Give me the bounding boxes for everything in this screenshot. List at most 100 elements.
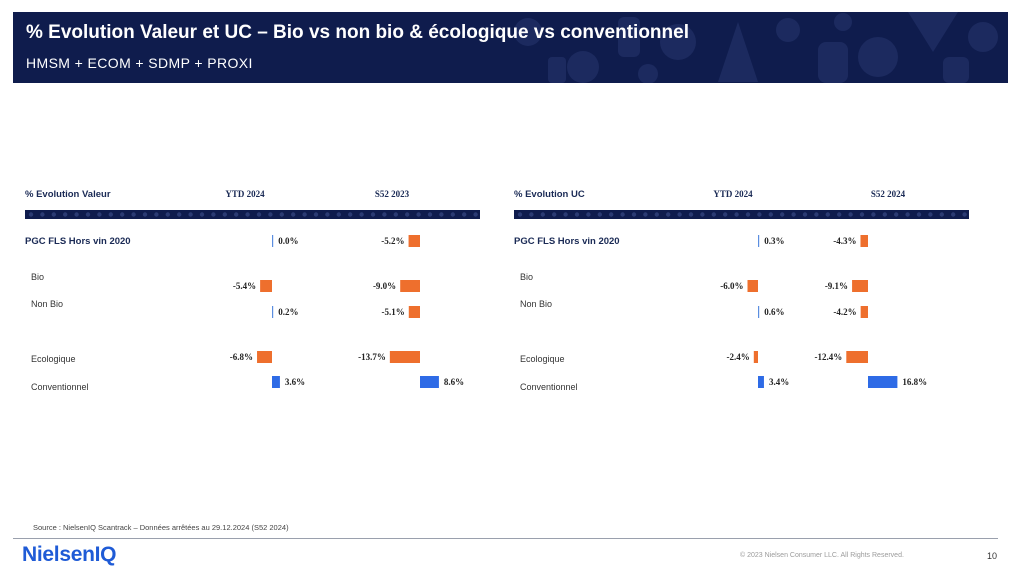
bar [420, 376, 439, 388]
bar [408, 306, 420, 318]
page-subtitle: HMSM + ECOM + SDMP + PROXI [26, 55, 253, 71]
series-header: S52 2024 [871, 189, 906, 199]
strip-dot [631, 212, 637, 217]
category-label: Bio [31, 272, 44, 282]
chart-panel-2: % Evolution UC YTD 2024 S52 2024 PGC FLS Ho… [514, 189, 969, 392]
bar [400, 280, 420, 292]
strip-dot [814, 212, 819, 217]
bar [758, 306, 760, 318]
strip-dot [234, 212, 239, 217]
strip-dot [211, 212, 216, 217]
bar [408, 235, 420, 247]
strip-dot [40, 212, 45, 217]
data-label: -9.0% [373, 281, 396, 291]
data-label: 8.6% [444, 377, 464, 387]
strip-dot [348, 212, 353, 217]
strip-dot [439, 212, 444, 217]
strip-dot [382, 212, 387, 217]
strip-dot [370, 212, 376, 217]
bar [868, 376, 898, 388]
header-strip [25, 210, 480, 219]
banner-pattern [514, 12, 998, 83]
category-label: Non Bio [31, 299, 63, 309]
bar [846, 351, 868, 363]
category-label: PGC FLS Hors vin 2020 [514, 236, 620, 247]
strip-dot [325, 212, 330, 217]
footer-divider [13, 538, 998, 539]
data-label: 3.6% [285, 377, 305, 387]
strip-dot [711, 212, 716, 217]
title-banner: % Evolution Valeur et UC – Bio vs non bi… [13, 12, 1008, 83]
source-note: Source : NielsenIQ Scantrack – Données a… [33, 523, 289, 532]
data-label: -9.1% [825, 281, 848, 291]
strip-dot [723, 212, 728, 217]
strip-dot [666, 212, 671, 217]
bar [272, 306, 274, 318]
strip-dot [97, 212, 102, 217]
category-label: Bio [520, 272, 533, 282]
strip-dot [620, 212, 625, 217]
strip-dot [894, 212, 899, 217]
category-label: Non Bio [520, 299, 552, 309]
data-label: 0.0% [278, 236, 298, 246]
strip-dot [302, 212, 307, 217]
bar [758, 235, 760, 247]
strip-dot [450, 212, 455, 217]
data-label: 0.3% [764, 236, 784, 246]
bar [257, 351, 272, 363]
data-label: 16.8% [902, 377, 927, 387]
strip-dot [359, 212, 364, 217]
data-label: -13.7% [358, 352, 386, 362]
strip-dot [597, 212, 602, 217]
strip-dot [848, 212, 853, 217]
strip-dot [791, 212, 796, 217]
category-label: PGC FLS Hors vin 2020 [25, 236, 131, 247]
strip-dot [837, 212, 842, 217]
strip-dot [529, 212, 534, 217]
strip-dot [939, 212, 944, 217]
data-label: -5.4% [233, 281, 256, 291]
strip-dot [245, 212, 250, 217]
strip-dot [962, 212, 967, 217]
strip-dot [291, 212, 296, 217]
strip-dot [654, 212, 659, 217]
category-label: Conventionnel [31, 382, 89, 392]
strip-dot [757, 212, 762, 217]
strip-dot [609, 212, 614, 217]
strip-dot [222, 212, 227, 217]
data-label: -6.8% [230, 352, 253, 362]
bar [272, 376, 280, 388]
data-label: 0.2% [278, 307, 298, 317]
strip-dot [268, 212, 273, 217]
strip-dot [405, 212, 410, 217]
strip-dot [85, 212, 91, 217]
page-number: 10 [987, 551, 998, 561]
bar [272, 235, 274, 247]
strip-dot [427, 212, 433, 217]
strip-dot [313, 212, 319, 217]
strip-dot [745, 212, 751, 217]
strip-dot [859, 212, 865, 217]
strip-dot [688, 212, 694, 217]
strip-dot [473, 212, 478, 217]
copyright-text: © 2023 Nielsen Consumer LLC. All Rights … [740, 552, 904, 559]
strip-dot [279, 212, 284, 217]
data-label: -5.1% [382, 307, 405, 317]
strip-dot [165, 212, 170, 217]
bar [747, 280, 758, 292]
header-strip [514, 210, 969, 219]
data-label: 3.4% [769, 377, 789, 387]
strip-dot [131, 212, 136, 217]
category-label: Ecologique [31, 354, 76, 364]
strip-dot [574, 212, 580, 217]
chart-title: % Evolution UC [514, 189, 585, 200]
strip-dot [62, 212, 68, 217]
strip-dot [154, 212, 159, 217]
strip-dot [416, 212, 421, 217]
bar [852, 280, 868, 292]
strip-dot [916, 212, 922, 217]
data-label: -6.0% [720, 281, 743, 291]
bar [260, 280, 272, 292]
page-title: % Evolution Valeur et UC – Bio vs non bi… [26, 22, 689, 43]
strip-dot [393, 212, 398, 217]
